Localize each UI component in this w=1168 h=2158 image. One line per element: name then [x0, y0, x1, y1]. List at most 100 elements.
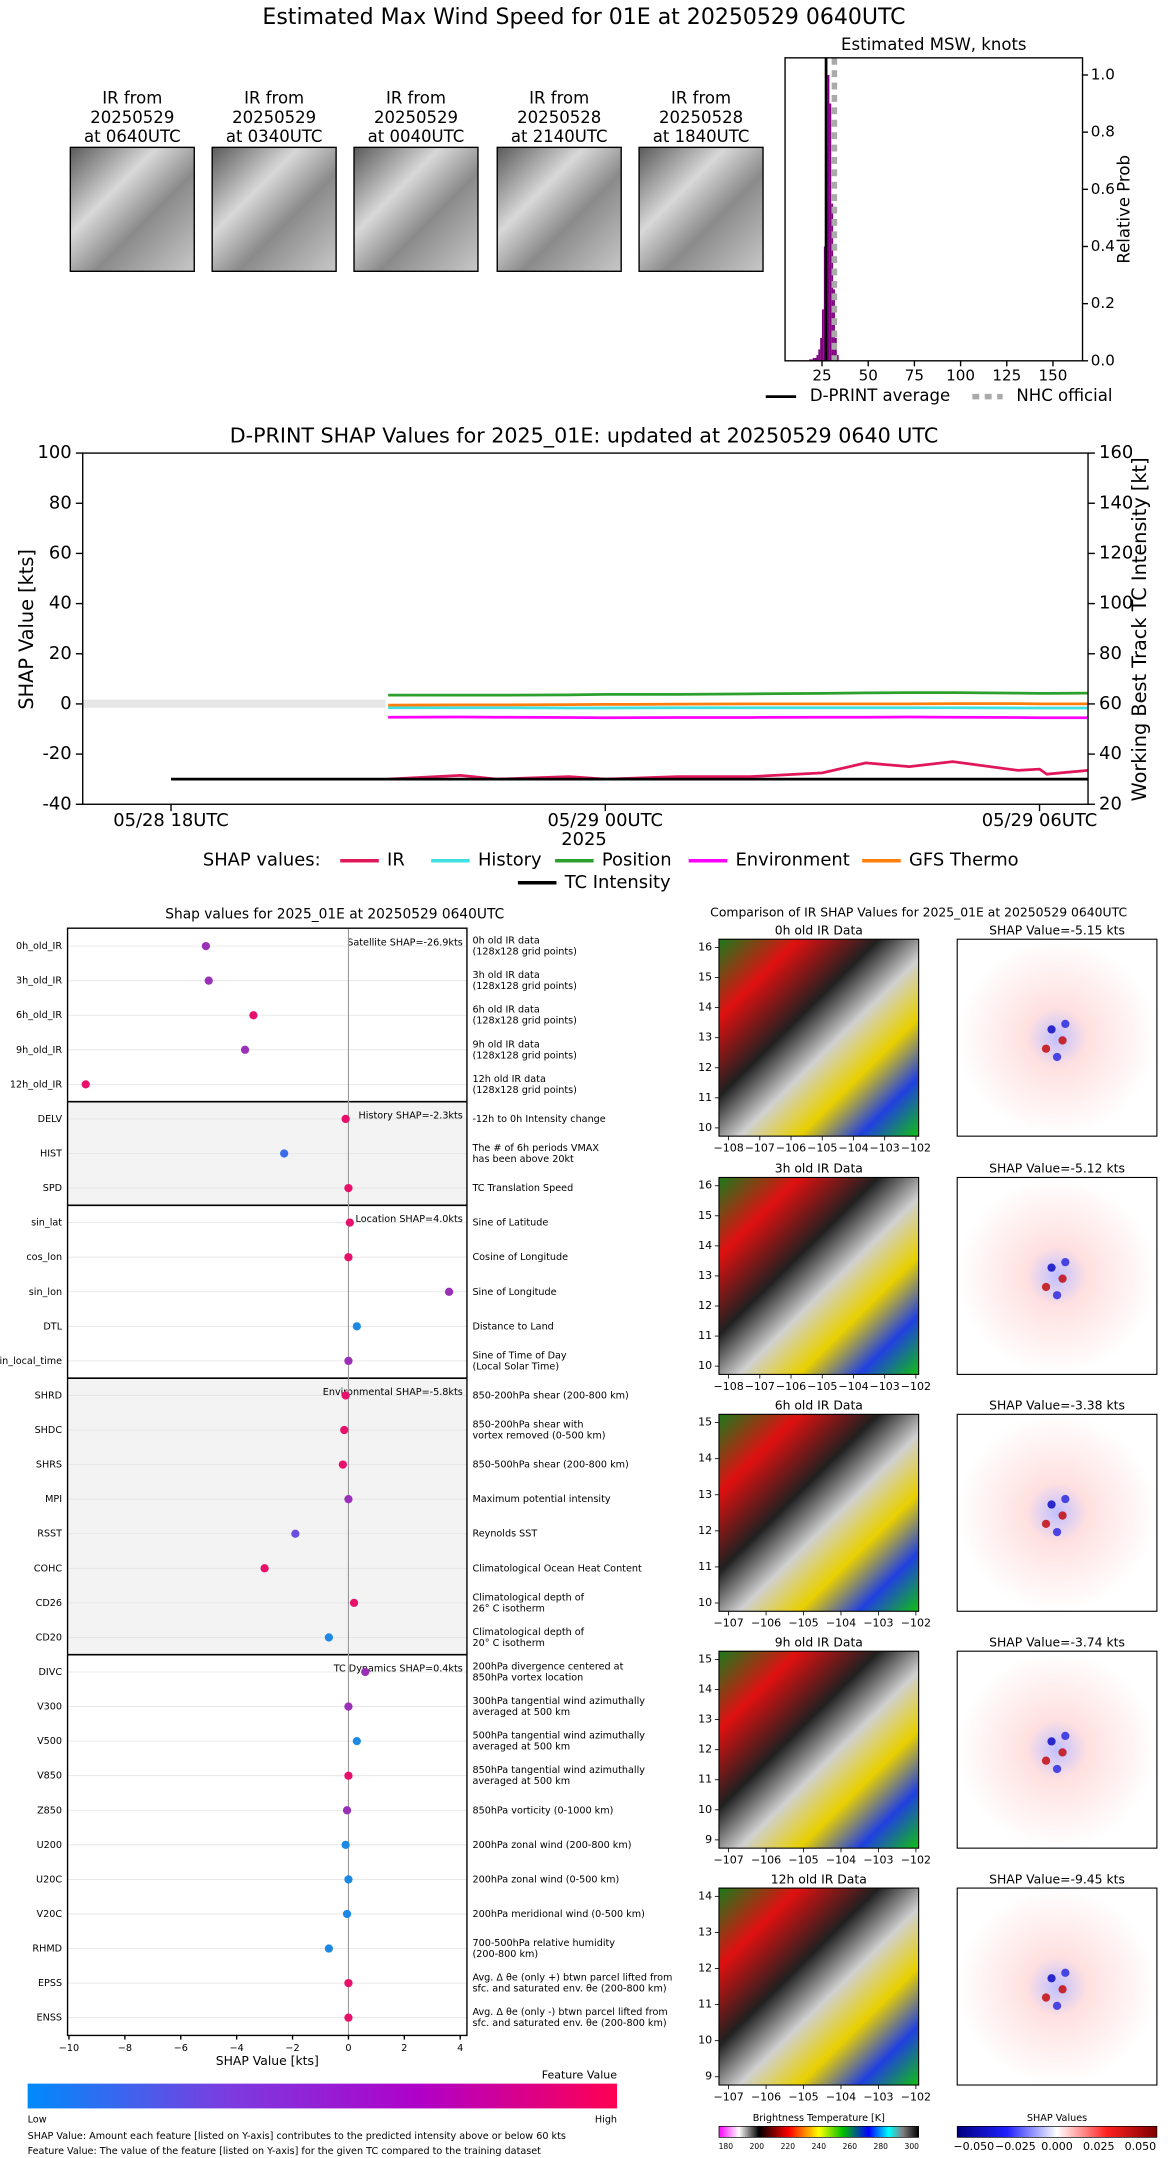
- shap-blob: [1047, 1974, 1056, 1983]
- feature-description: Climatological Ocean Heat Content: [472, 1563, 642, 1574]
- feature-description: Maximum potential intensity: [472, 1494, 610, 1505]
- legend-label: NHC official: [1016, 386, 1112, 405]
- x-tick-label: 150: [1039, 366, 1068, 384]
- group-label: Environmental SHAP=-5.8kts: [323, 1387, 463, 1398]
- x-tick-label: −108: [713, 1380, 743, 1393]
- feature-description: Avg. Δ θe (only -) btwn parcel lifted fr…: [472, 2007, 667, 2018]
- feature-name: sin_lon: [29, 1287, 62, 1298]
- bar: [833, 289, 835, 361]
- shap-blob: [1041, 1282, 1051, 1292]
- feature-name: cos_lon: [26, 1252, 62, 1263]
- y-tick-label: 12: [698, 1299, 712, 1312]
- shap-blob: [1061, 1258, 1070, 1267]
- colorbar-label: Feature Value: [542, 2068, 618, 2081]
- x-tick-label: −4: [230, 2043, 244, 2054]
- y2-tick-label: 20: [1099, 793, 1122, 814]
- shap-blob: [1052, 1291, 1062, 1300]
- feature-name: 9h_old_IR: [16, 1045, 62, 1056]
- x-axis-label: 2025: [561, 829, 607, 850]
- x-tick-label: −102: [901, 1617, 931, 1630]
- y-tick-label: 13: [698, 1269, 712, 1282]
- y-tick-label: 10: [698, 1359, 712, 1372]
- ir-panel-title: IR from: [244, 89, 304, 108]
- x-tick-label: −108: [713, 1142, 743, 1155]
- x-tick-label: −107: [713, 1854, 743, 1867]
- colorbar-tick-label: −0.025: [995, 2140, 1036, 2153]
- ir-image: [211, 146, 337, 272]
- dot: [240, 1045, 250, 1054]
- feature-name: 6h_old_IR: [16, 1010, 62, 1021]
- x-tick-label: −8: [118, 2043, 132, 2054]
- shap-blob: [1061, 1968, 1070, 1977]
- y-tick-label: 0.0: [1091, 351, 1115, 369]
- y-tick-label: 16: [698, 1179, 712, 1192]
- y-tick-label: 11: [698, 1560, 712, 1573]
- x-tick-label: 125: [992, 366, 1021, 384]
- feature-name: U20C: [36, 1874, 62, 1885]
- ir-panel-title: 20250529: [90, 108, 174, 127]
- ir-data-image: [718, 1887, 920, 2086]
- feature-description: 850hPa vortex location: [472, 1673, 583, 1684]
- feature-name: DELV: [38, 1114, 63, 1125]
- y2-tick-label: 80: [1099, 643, 1122, 664]
- y-tick-label: 0.4: [1091, 237, 1115, 255]
- legend-label: Environment: [735, 850, 849, 871]
- y-tick-label: 11: [698, 1773, 712, 1786]
- shap-blob: [1058, 1985, 1067, 1994]
- legend-label: TC Intensity: [564, 872, 671, 893]
- shap-blob: [1041, 1993, 1051, 2002]
- legend-label: GFS Thermo: [909, 850, 1019, 871]
- colorbar: [27, 2083, 618, 2109]
- feature-name: SHRS: [36, 1460, 62, 1471]
- dot: [342, 1909, 352, 1919]
- shap-map: [956, 1176, 1158, 1375]
- y-tick-label: 12: [698, 1061, 712, 1074]
- feature-description: averaged at 500 km: [472, 1776, 570, 1787]
- feature-name: CD26: [36, 1598, 62, 1609]
- feature-description: has been above 20kt: [472, 1154, 574, 1165]
- feature-description: 0h old IR data: [472, 936, 539, 947]
- y-tick-label: 10: [698, 1803, 712, 1816]
- legend-label: History: [478, 850, 542, 871]
- shap-blob: [1052, 1527, 1062, 1537]
- shap-blob: [1058, 1748, 1067, 1757]
- x-tick-label: 25: [812, 366, 831, 384]
- colorbar-high: High: [595, 2114, 617, 2125]
- shap-blob: [1041, 1756, 1051, 1765]
- x-tick-label: −104: [826, 2090, 856, 2103]
- dot: [341, 1391, 350, 1400]
- ir-panel-title: at 0640UTC: [84, 127, 181, 146]
- x-tick-label: 4: [457, 2043, 463, 2054]
- x-tick-label: −103: [870, 1142, 900, 1155]
- ir-panel-title: 20250529: [374, 108, 458, 127]
- shap-blob: [1047, 1500, 1056, 1509]
- dot: [344, 1771, 353, 1780]
- series-line: [388, 702, 1089, 707]
- shap-blob: [1061, 1494, 1070, 1504]
- ir-image: [638, 146, 764, 272]
- ir-panel-title: IR from: [529, 89, 589, 108]
- y-tick-label: 14: [698, 1683, 712, 1696]
- ir-title: 12h old IR Data: [771, 1871, 867, 1886]
- feature-description: 850-500hPa shear (200-800 km): [472, 1460, 628, 1471]
- ir-panel-title: IR from: [671, 89, 731, 108]
- ir-image: [69, 146, 195, 272]
- ir-panel-title: at 0340UTC: [226, 127, 323, 146]
- feature-description: 850-200hPa shear (200-800 km): [472, 1390, 628, 1401]
- feature-name: ENSS: [37, 2013, 63, 2024]
- y-tick-label: 9: [705, 1833, 712, 1846]
- ir-image: [496, 146, 622, 272]
- dot: [280, 1149, 289, 1158]
- x-tick-label: −2: [285, 2043, 299, 2054]
- y-tick-label: 11: [698, 1091, 712, 1104]
- comparison-title: Comparison of IR SHAP Values for 2025_01…: [710, 905, 1127, 920]
- dot: [344, 2013, 353, 2022]
- y-tick-label: 12: [698, 1743, 712, 1756]
- y2-tick-label: 140: [1099, 492, 1133, 513]
- feature-description: 200hPa meridional wind (0-500 km): [472, 1909, 644, 1920]
- feature-name: COHC: [34, 1563, 63, 1574]
- x-tick-label: 05/29 00UTC: [548, 810, 663, 831]
- feature-description: Avg. Δ θe (only +) btwn parcel lifted fr…: [472, 1973, 672, 1984]
- dot: [344, 1702, 353, 1711]
